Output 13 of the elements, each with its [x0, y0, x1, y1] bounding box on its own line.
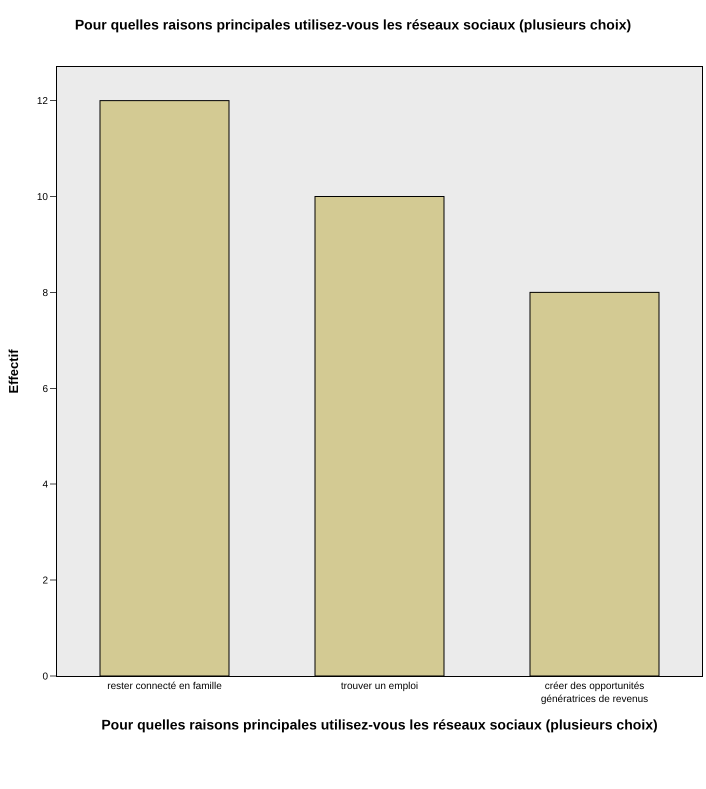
y-tick-label: 4	[42, 480, 48, 491]
y-tick-label: 10	[36, 192, 48, 203]
x-tick-label: rester connecté en famille	[107, 681, 222, 692]
x-axis-title: Pour quelles raisons principales utilisez-vous les réseaux sociaux (plusieurs choix)	[101, 716, 658, 732]
x-tick-label: trouver un emploi	[340, 681, 418, 692]
y-tick-label: 0	[42, 672, 48, 682]
y-tick-label: 2	[42, 576, 48, 587]
chart-title: Pour quelles raisons principales utilisez-vous les réseaux sociaux (plusieurs choix)	[74, 16, 632, 33]
y-tick-label: 8	[42, 288, 48, 299]
y-axis-title: Effectif	[6, 348, 21, 394]
y-tick-label: 6	[42, 384, 48, 395]
x-tick-label: créer des opportunités génératrices de revenus	[540, 681, 648, 705]
y-tick-label: 12	[36, 96, 48, 108]
